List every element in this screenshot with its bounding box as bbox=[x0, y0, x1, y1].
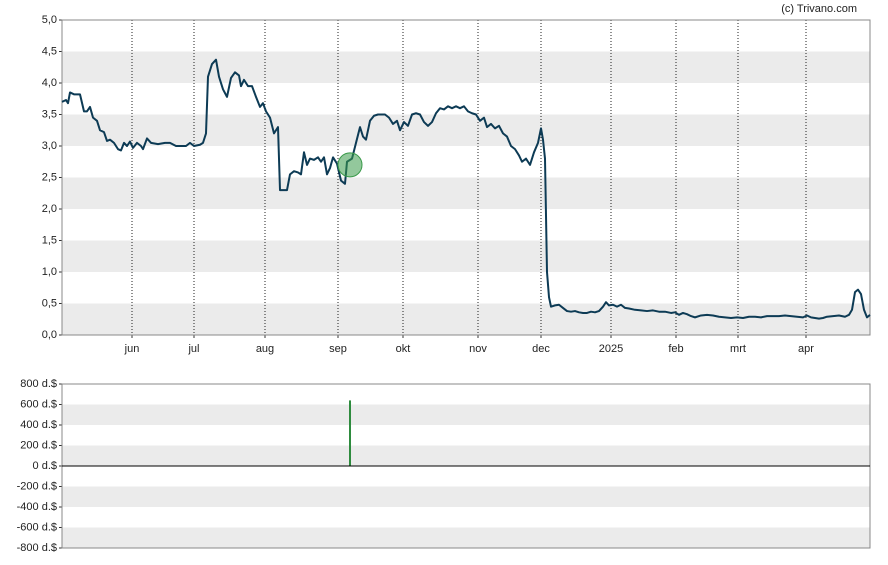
y-tick-label: 3,5 bbox=[42, 108, 57, 120]
y-tick-label: 0,0 bbox=[42, 329, 57, 341]
y-tick-label: 2,5 bbox=[42, 171, 57, 183]
y-tick-label: 4,5 bbox=[42, 45, 57, 57]
grid-band bbox=[62, 303, 870, 335]
bar bbox=[349, 400, 351, 466]
grid-band bbox=[62, 51, 870, 83]
y-tick-label: 600 d.$ bbox=[20, 398, 57, 410]
grid-band bbox=[62, 486, 870, 507]
x-tick-label: mrt bbox=[730, 343, 746, 355]
grid-band bbox=[62, 177, 870, 209]
y-tick-label: 800 d.$ bbox=[20, 378, 57, 390]
y-tick-label: 3,0 bbox=[42, 140, 57, 152]
y-tick-label: -800 d.$ bbox=[17, 542, 57, 554]
y-tick-label: -400 d.$ bbox=[17, 501, 57, 513]
x-tick-label: feb bbox=[668, 343, 683, 355]
y-tick-label: 5,0 bbox=[42, 14, 57, 26]
x-tick-label: apr bbox=[798, 343, 814, 355]
x-tick-label: okt bbox=[396, 343, 411, 355]
y-tick-label: -200 d.$ bbox=[17, 480, 57, 492]
y-tick-label: 200 d.$ bbox=[20, 439, 57, 451]
grid-band bbox=[62, 445, 870, 466]
x-tick-label: nov bbox=[469, 343, 487, 355]
plot-frame bbox=[61, 19, 871, 336]
x-tick-label: jun bbox=[124, 343, 140, 355]
signal-marker bbox=[337, 152, 363, 178]
y-tick-label: 400 d.$ bbox=[20, 419, 57, 431]
x-tick-label: aug bbox=[256, 343, 274, 355]
y-tick-label: 1,5 bbox=[42, 234, 57, 246]
y-tick-label: 0 d.$ bbox=[33, 460, 57, 472]
x-tick-label: 2025 bbox=[599, 343, 623, 355]
x-tick-label: jul bbox=[187, 343, 199, 355]
y-tick-label: -600 d.$ bbox=[17, 521, 57, 533]
price-line bbox=[61, 58, 871, 320]
grid-band bbox=[62, 240, 870, 272]
y-tick-label: 0,5 bbox=[42, 297, 57, 309]
x-tick-label: dec bbox=[532, 343, 550, 355]
grid-band bbox=[62, 527, 870, 548]
x-tick-label: sep bbox=[329, 343, 347, 355]
y-tick-label: 2,0 bbox=[42, 203, 57, 215]
copyright: (c) Trivano.com bbox=[781, 3, 857, 15]
grid-band bbox=[62, 114, 870, 146]
grid-band bbox=[62, 404, 870, 425]
y-tick-label: 4,0 bbox=[42, 77, 57, 89]
y-tick-label: 1,0 bbox=[42, 266, 57, 278]
